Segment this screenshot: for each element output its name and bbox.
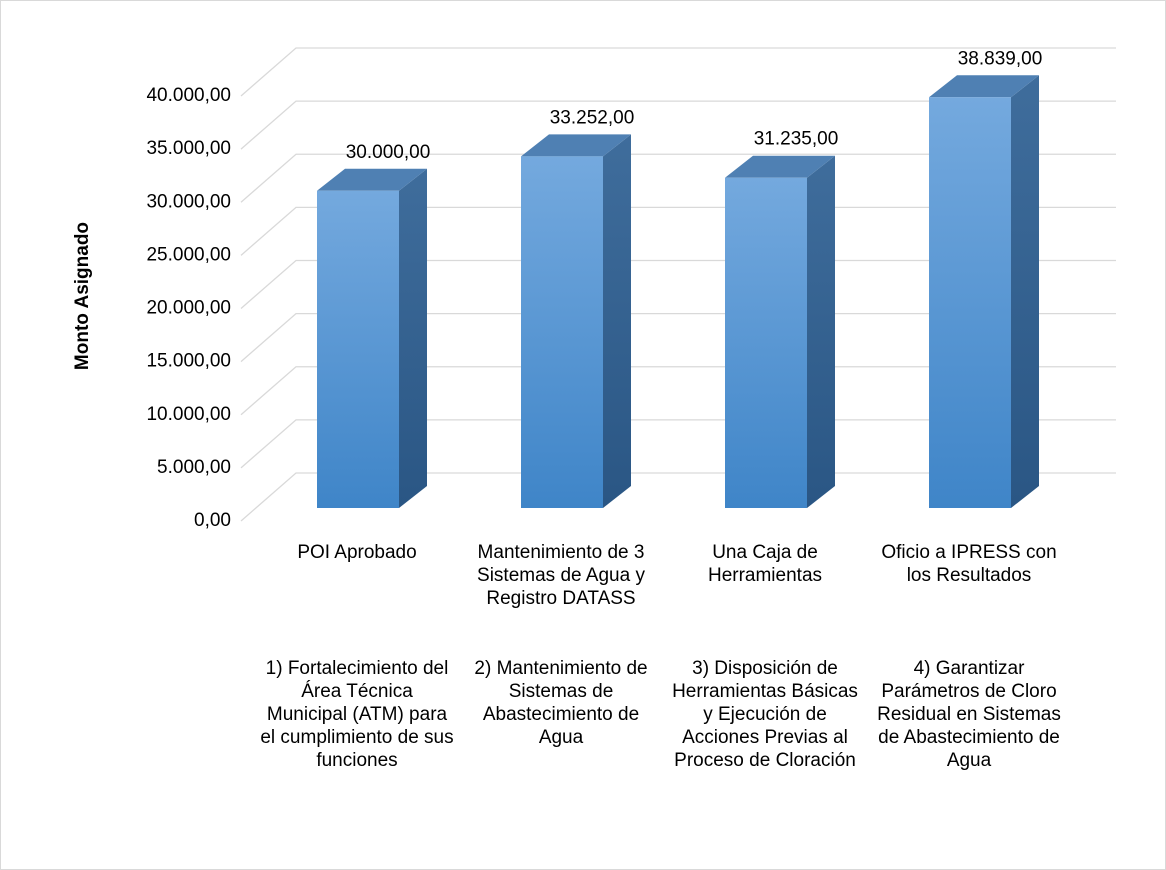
grid-line [240, 366, 1116, 416]
y-tick-label: 25.000,00 [146, 244, 231, 265]
x-tick-label: Oficio a IPRESS con los Resultados [881, 542, 1057, 586]
bar-front [521, 156, 603, 508]
grid-line [240, 206, 1116, 256]
bar-side [807, 155, 835, 508]
bar-front [929, 97, 1011, 508]
y-tick-label: 40.000,00 [146, 85, 231, 106]
group-label: 2) Mantenimiento de Sistemas de Abasteci… [474, 658, 648, 748]
group-label: 3) Disposición de Herramientas Básicas y… [672, 658, 858, 771]
data-label: 31.235,00 [754, 129, 839, 150]
x-tick-label: POI Aprobado [297, 542, 417, 563]
y-axis-title: Monto Asignado [72, 222, 93, 370]
grid-line [240, 419, 1116, 469]
grid-line [240, 153, 1116, 203]
y-tick-label: 10.000,00 [146, 404, 231, 425]
y-tick-label: 30.000,00 [146, 191, 231, 212]
grid-line [240, 100, 1116, 150]
group-label: 4) Garantizar Parámetros de Cloro Residu… [877, 658, 1061, 771]
y-tick-label: 15.000,00 [146, 351, 231, 372]
group-label: 1) Fortalecimiento del Área Técnica Muni… [260, 658, 454, 771]
y-tick-label: 20.000,00 [146, 298, 231, 319]
bar [521, 134, 631, 508]
x-tick-label: Mantenimiento de 3 Sistemas de Agua y Re… [477, 542, 645, 609]
bar-top [317, 168, 427, 191]
bar-front [725, 177, 807, 508]
y-tick-label: 35.000,00 [146, 138, 231, 159]
y-tick-label: 5.000,00 [157, 457, 231, 478]
bar [317, 168, 427, 508]
bar-side [1011, 75, 1039, 508]
grid-line [240, 472, 1116, 522]
y-tick-label: 0,00 [194, 510, 231, 531]
bar-top [521, 134, 631, 157]
bar-top [929, 75, 1039, 98]
bar-side [399, 168, 427, 508]
bar-front [317, 190, 399, 508]
data-label: 33.252,00 [550, 107, 635, 128]
bar [725, 155, 835, 508]
bar [929, 75, 1039, 508]
grid-line [240, 312, 1116, 363]
bar-top [725, 155, 835, 178]
x-tick-label: Una Caja de Herramientas [707, 542, 823, 586]
data-label: 30.000,00 [346, 142, 431, 163]
grid-line [240, 47, 1116, 97]
grid-line [240, 259, 1116, 309]
data-label: 38.839,00 [958, 48, 1043, 69]
bar-side [603, 134, 631, 508]
